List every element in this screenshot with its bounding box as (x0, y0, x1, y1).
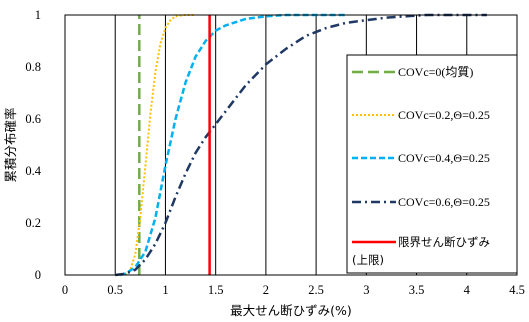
legend-label-covc0: COVc=0(均質) (398, 64, 473, 79)
x-axis-title: 最大せん断ひずみ(%) (230, 303, 352, 318)
x-tick-label: 4 (464, 283, 471, 297)
y-tick-label: 0.2 (25, 216, 41, 230)
y-tick-labels: 0 0.2 0.4 0.6 0.8 1 (25, 8, 41, 282)
y-tick-label: 0 (35, 268, 41, 282)
x-tick-label: 0 (62, 283, 68, 297)
series-lines (115, 13, 487, 277)
legend-box (346, 54, 518, 274)
legend-label-covc02: COVc=0.2,Θ=0.25 (398, 108, 490, 122)
y-tick-label: 1 (35, 8, 41, 22)
x-tick-label: 2 (263, 283, 269, 297)
x-tick-label: 0.5 (107, 283, 123, 297)
x-tick-labels: 0 0.5 1 1.5 2 2.5 3 3.5 4 4.5 (62, 283, 525, 297)
series-line-2 (119, 13, 347, 277)
legend: COVc=0(均質) COVc=0.2,Θ=0.25 COVc=0.4,Θ=0.… (346, 54, 518, 274)
series-line-3 (115, 13, 487, 277)
x-tick-label: 1.5 (208, 283, 224, 297)
y-axis-title: 累積分布確率 (3, 107, 18, 182)
y-tick-label: 0.4 (25, 164, 41, 178)
y-tick-label: 0.8 (25, 60, 41, 74)
x-tick-label: 2.5 (308, 283, 324, 297)
x-tick-label: 3 (363, 283, 369, 297)
x-tick-label: 3.5 (409, 283, 425, 297)
legend-label-limit-line2: (上限) (352, 253, 384, 267)
x-tick-label: 1 (162, 283, 168, 297)
legend-label-limit-line1: 限界せん断ひずみ (398, 235, 490, 249)
legend-label-covc04: COVc=0.4,Θ=0.25 (398, 151, 490, 165)
legend-label-covc06: COVc=0.6,Θ=0.25 (398, 195, 490, 209)
x-tick-label: 4.5 (509, 283, 525, 297)
y-tick-label: 0.6 (25, 112, 41, 126)
